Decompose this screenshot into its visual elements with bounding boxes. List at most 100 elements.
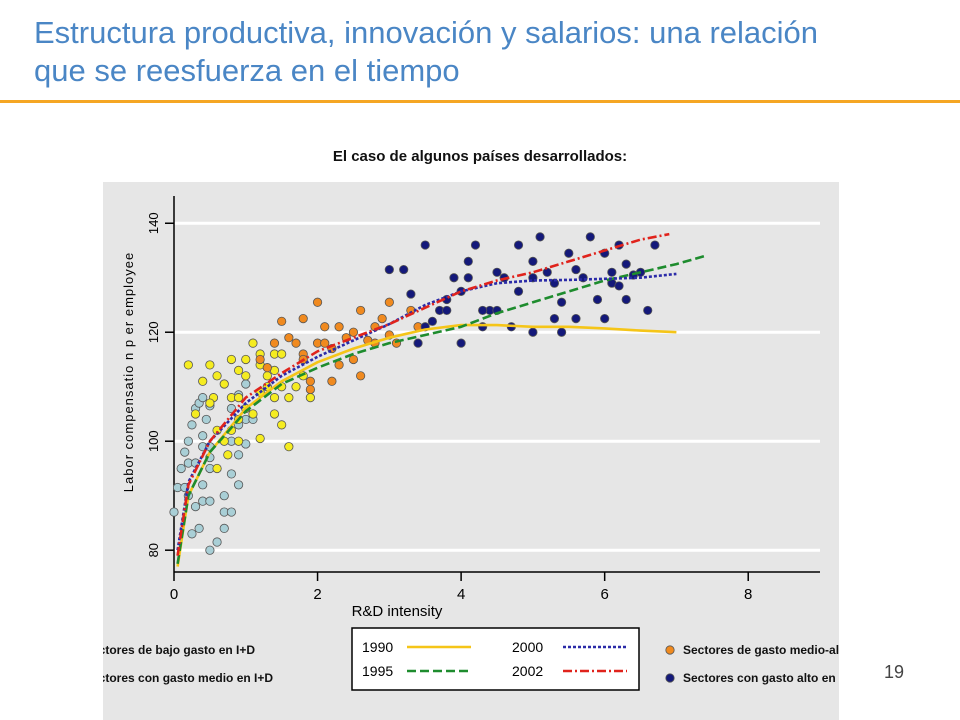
x-tick-label: 2 bbox=[313, 586, 321, 603]
scatter-point-s2 bbox=[219, 379, 229, 389]
scatter-point-s4 bbox=[442, 305, 452, 316]
slide-title-line1: Estructura productiva, innovación y sala… bbox=[34, 15, 819, 50]
scatter-point-s2 bbox=[269, 393, 280, 403]
scatter-point-s2 bbox=[212, 371, 222, 381]
scatter-point-s4 bbox=[549, 314, 560, 324]
scatter-point-s2 bbox=[234, 436, 244, 446]
scatter-point-s3 bbox=[320, 338, 330, 348]
scatter-point-s1 bbox=[194, 523, 204, 534]
slide-title-line2: que se reesfuerza en el tiempo bbox=[34, 53, 460, 88]
scatter-point-s4 bbox=[571, 314, 581, 324]
scatter-point-s4 bbox=[463, 256, 473, 266]
scatter-point-s3 bbox=[356, 305, 366, 316]
grid-lines bbox=[174, 221, 820, 552]
y-tick-label: 140 bbox=[146, 212, 161, 234]
trend-line-2002 bbox=[176, 232, 670, 556]
scatter-point-s1 bbox=[176, 463, 186, 474]
scatter-point-s2 bbox=[183, 360, 193, 370]
scatter-point-s2 bbox=[284, 442, 294, 452]
chart-panel: 80 100 120 140 0 2 4 6 8 R&D intensity Labor compe… bbox=[103, 182, 839, 720]
scatter-point-s2 bbox=[255, 433, 265, 444]
legend-label: Sectores de gasto medio-alto en I+D bbox=[683, 643, 839, 657]
scatter-point-s1 bbox=[198, 480, 208, 490]
chart-subtitle: El caso de algunos países desarrollados: bbox=[332, 148, 628, 165]
scatter-point-s1 bbox=[219, 523, 229, 534]
scatter-point-s1 bbox=[205, 496, 215, 506]
scatter-point-s2 bbox=[248, 409, 258, 419]
y-axis-title: Labor compensatio n p er employee bbox=[121, 252, 136, 492]
scatter-point-s1 bbox=[180, 447, 190, 457]
scatter-point-s1 bbox=[183, 436, 193, 446]
year-legend-label: 1990 bbox=[362, 639, 393, 655]
scatter-point-s2 bbox=[269, 409, 280, 419]
scatter-point-s2 bbox=[205, 398, 215, 408]
scatter-point-s4 bbox=[650, 240, 660, 250]
scatter-point-s4 bbox=[478, 305, 488, 316]
x-tick-label: 4 bbox=[457, 586, 465, 603]
scatter-point-s2 bbox=[234, 393, 244, 403]
year-legend-label: 2002 bbox=[512, 663, 543, 679]
scatter-point-s4 bbox=[571, 264, 581, 275]
scatter-point-s2 bbox=[223, 450, 233, 460]
scatter-point-s3 bbox=[320, 322, 330, 332]
year-legend-label: 1995 bbox=[362, 663, 393, 679]
axis-labels: 80 100 120 140 0 2 4 6 8 R&D intensity Labor compe… bbox=[121, 212, 752, 620]
scatter-point-s3 bbox=[305, 376, 315, 386]
scatter-point-s3 bbox=[277, 316, 287, 326]
scatter-point-s2 bbox=[234, 365, 244, 375]
year-legend-box bbox=[351, 627, 640, 691]
scatter-point-s1 bbox=[241, 379, 251, 389]
scatter-point-s1 bbox=[169, 507, 179, 517]
scatter-point-s3 bbox=[327, 376, 337, 386]
scatter-point-s4 bbox=[556, 297, 567, 307]
scatter-point-s2 bbox=[305, 393, 315, 403]
page-number: 19 bbox=[884, 662, 905, 682]
legend-marker-right-0 bbox=[665, 645, 675, 655]
scatter-point-s1 bbox=[234, 450, 244, 460]
scatter-point-s2 bbox=[291, 382, 301, 392]
scatter-point-s4 bbox=[463, 273, 473, 283]
scatter-point-s1 bbox=[201, 414, 211, 425]
scatter-point-s1 bbox=[226, 469, 237, 479]
scatter-point-s2 bbox=[284, 393, 294, 403]
scatter-point-s4 bbox=[456, 338, 466, 348]
scatter-point-s3 bbox=[262, 363, 272, 373]
scatter-point-s3 bbox=[334, 322, 344, 332]
scatter-point-s1 bbox=[187, 529, 197, 539]
y-tick-label: 120 bbox=[146, 321, 161, 343]
scatter-point-s4 bbox=[614, 281, 624, 291]
scatter-point-s2 bbox=[198, 376, 208, 386]
scatter-point-s2 bbox=[212, 463, 222, 474]
legend-label: Sectores con gasto alto en I+D bbox=[683, 671, 839, 685]
scatter-point-s4 bbox=[600, 314, 610, 324]
scatter-point-s4 bbox=[592, 294, 603, 305]
scatter-point-s4 bbox=[449, 273, 459, 283]
y-tick-label: 100 bbox=[146, 430, 161, 452]
scatter-point-s3 bbox=[298, 314, 308, 324]
x-tick-label: 8 bbox=[744, 586, 752, 603]
scatter-point-s2 bbox=[226, 354, 237, 365]
legend-label: Sectores con gasto medio en I+D bbox=[103, 671, 273, 685]
slide-title: Estructura productiva, innovación y sala… bbox=[34, 14, 934, 90]
scatter-point-s1 bbox=[198, 393, 208, 403]
scatter-point-s4 bbox=[427, 316, 437, 326]
scatter-point-s3 bbox=[305, 384, 315, 395]
scatter-point-s4 bbox=[513, 240, 524, 250]
title-divider bbox=[0, 100, 960, 103]
scatter-point-s4 bbox=[528, 256, 538, 266]
scatter-point-s1 bbox=[212, 537, 222, 547]
scatter-point-s2 bbox=[241, 371, 251, 381]
scatter-points bbox=[169, 232, 660, 555]
scatter-point-s4 bbox=[528, 327, 538, 337]
scatter-point-s4 bbox=[492, 267, 502, 277]
scatter-point-s4 bbox=[406, 289, 416, 299]
x-tick-label: 0 bbox=[170, 586, 178, 603]
x-axis-title: R&D intensity bbox=[352, 603, 443, 620]
scatter-point-s4 bbox=[585, 232, 595, 242]
y-tick-label: 80 bbox=[146, 543, 161, 557]
scatter-point-s4 bbox=[542, 267, 552, 277]
scatter-point-s2 bbox=[190, 409, 201, 419]
legend-marker-right-1 bbox=[665, 673, 675, 683]
scatter-point-s2 bbox=[205, 360, 215, 370]
scatter-point-s3 bbox=[312, 297, 323, 307]
